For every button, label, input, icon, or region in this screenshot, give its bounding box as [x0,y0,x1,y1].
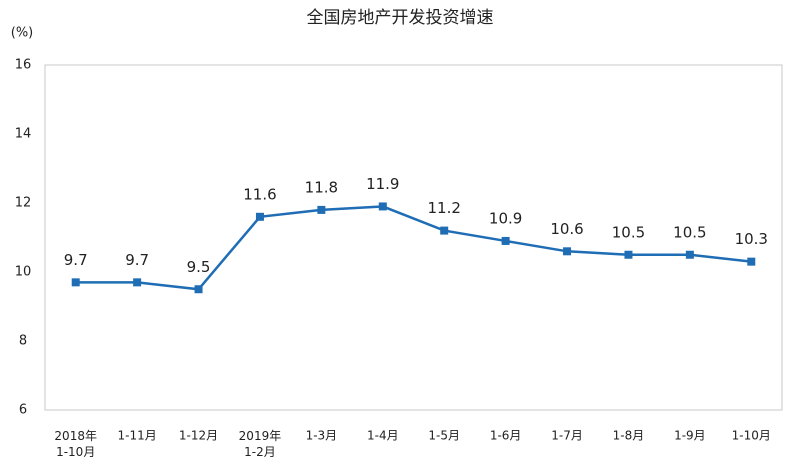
y-tick-label: 8 [19,334,27,349]
marker [194,285,203,294]
value-label: 10.5 [612,223,645,241]
value-label: 11.2 [428,199,461,217]
x-tick-label: 1-3月 [306,429,338,443]
value-label: 9.7 [64,251,88,269]
x-tick-label: 1-8月 [613,429,645,443]
x-tick-label: 1-7月 [551,429,583,443]
series-line [75,205,752,291]
y-tick-label: 6 [19,403,27,418]
marker [501,236,510,245]
marker [440,226,449,235]
marker [133,278,142,287]
plot-frame [44,64,783,411]
x-tick-label: 1-4月 [367,429,399,443]
marker [563,247,572,256]
x-tick-label: 1-11月 [118,429,157,443]
value-label: 9.7 [125,251,149,269]
x-tick-label: 1-12月 [179,429,218,443]
x-tick-label: 1-5月 [428,429,460,443]
marker [255,212,264,221]
y-axis-label: (%) [11,26,34,41]
y-tick-label: 14 [15,127,32,142]
value-label: 10.6 [550,220,583,238]
marker [747,257,756,266]
value-label: 10.5 [673,223,706,241]
x-tick-label: 2018年 1-10月 [54,429,97,459]
y-tick-label: 16 [15,58,32,73]
x-tick-label: 2019年 1-2月 [239,429,282,459]
marker [624,250,633,259]
value-label: 11.9 [366,175,399,193]
x-tick-label: 1-9月 [674,429,706,443]
value-label: 11.6 [243,185,276,203]
value-label: 11.8 [305,178,338,196]
marker [317,205,326,214]
chart-title: 全国房地产开发投资增速 [307,8,494,28]
value-label: 10.9 [489,209,522,227]
x-tick-label: 1-6月 [490,429,522,443]
value-label: 10.3 [735,230,768,248]
value-label: 9.5 [187,258,211,276]
marker [378,202,387,211]
marker [685,250,694,259]
y-tick-label: 10 [15,265,32,280]
marker [71,278,80,287]
x-tick-label: 1-10月 [732,429,771,443]
y-tick-label: 12 [15,196,32,211]
